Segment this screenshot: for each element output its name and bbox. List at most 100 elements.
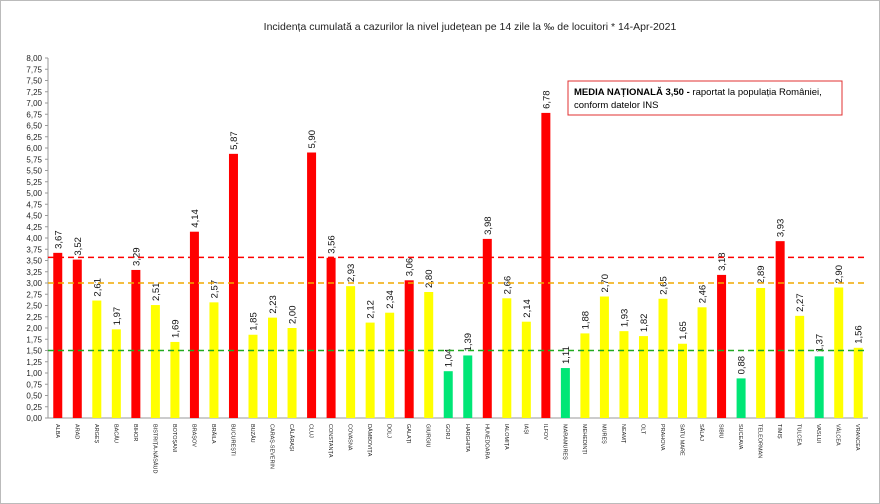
value-label: 1,65	[678, 321, 689, 340]
bar	[209, 302, 219, 418]
x-tick-label: ARGEȘ	[93, 424, 99, 444]
value-label: 2,46	[698, 285, 709, 304]
bar	[560, 368, 570, 418]
y-tick-label: 4,75	[26, 200, 42, 209]
bar	[599, 296, 609, 418]
x-tick-label: BIHOR	[132, 424, 138, 441]
bar	[795, 315, 805, 418]
bar	[346, 286, 356, 418]
x-tick-label: BRAȘOV	[190, 424, 196, 447]
bar	[189, 231, 199, 418]
x-tick-label: BOTOȘANI	[171, 424, 177, 453]
x-tick-label: MEHEDINȚI	[581, 424, 587, 455]
bar	[814, 356, 824, 418]
value-label: 2,14	[522, 299, 533, 318]
y-tick-label: 5,50	[26, 167, 42, 176]
bar	[228, 153, 238, 418]
bar	[619, 331, 629, 418]
annotation-box	[567, 80, 843, 116]
value-label: 5,90	[307, 130, 318, 149]
value-label: 2,27	[795, 293, 806, 312]
y-tick-label: 2,25	[26, 313, 42, 322]
bar	[92, 300, 102, 418]
bar	[482, 238, 492, 418]
x-tick-label: DOLJ	[386, 424, 392, 438]
bar	[268, 317, 278, 418]
value-label: 1,04	[444, 349, 455, 368]
x-tick-label: BUCUREȘTI	[229, 424, 235, 456]
bar	[150, 305, 160, 418]
value-label: 3,56	[327, 235, 338, 254]
value-label: 6,78	[541, 90, 552, 109]
x-tick-label: SIBIU	[718, 424, 724, 438]
y-tick-label: 3,00	[26, 279, 42, 288]
bar	[326, 257, 336, 418]
value-label: 2,57	[209, 280, 220, 299]
x-tick-label: GIURGIU	[425, 424, 431, 448]
y-tick-label: 1,00	[26, 369, 42, 378]
value-label: 1,39	[463, 333, 474, 352]
chart-title: Incidența cumulată a cazurilor la nivel …	[264, 21, 677, 33]
x-tick-label: TIMIȘ	[776, 424, 782, 439]
value-label: 3,06	[405, 258, 416, 277]
value-label: 3,18	[717, 252, 728, 271]
value-label: 1,69	[170, 319, 181, 338]
value-label: 1,11	[561, 346, 572, 364]
x-tick-label: CONSTANȚA	[327, 424, 333, 458]
value-label: 2,70	[600, 274, 611, 293]
bar	[248, 334, 258, 418]
y-tick-label: 3,25	[26, 268, 42, 277]
x-tick-label: NEAMȚ	[620, 424, 626, 444]
value-label: 1,37	[815, 334, 826, 353]
y-tick-label: 7,00	[26, 99, 42, 108]
bar	[638, 336, 648, 418]
bar	[287, 328, 297, 418]
y-tick-label: 7,50	[26, 77, 42, 86]
value-label: 1,85	[249, 312, 260, 331]
value-label: 2,93	[346, 264, 357, 283]
bar	[307, 152, 317, 418]
x-tick-label: IAȘI	[522, 424, 528, 435]
x-tick-label: CLUJ	[308, 424, 314, 438]
y-tick-label: 1,75	[26, 335, 42, 344]
value-label: 2,65	[659, 276, 670, 295]
bar	[111, 329, 121, 418]
y-tick-label: 3,75	[26, 245, 42, 254]
x-tick-label: HARGHITA	[464, 424, 470, 452]
bar	[658, 298, 668, 418]
y-tick-label: 0,50	[26, 392, 42, 401]
x-tick-label: GALAȚI	[405, 424, 411, 444]
value-label: 1,93	[619, 309, 630, 328]
y-tick-label: 5,25	[26, 178, 42, 187]
y-tick-label: 2,50	[26, 302, 42, 311]
value-label: 2,80	[424, 270, 435, 289]
y-tick-label: 6,25	[26, 133, 42, 142]
y-tick-label: 6,75	[26, 110, 42, 119]
y-tick-label: 6,00	[26, 144, 42, 153]
bar	[443, 371, 453, 418]
x-tick-label: OLT	[639, 424, 645, 435]
y-tick-label: 5,00	[26, 189, 42, 198]
x-tick-label: BUZĂU	[249, 424, 256, 443]
bar	[170, 341, 180, 418]
bar	[580, 333, 590, 418]
x-tick-label: MUREȘ	[600, 424, 606, 444]
x-tick-label: IALOMIȚA	[503, 424, 509, 450]
value-label: 3,29	[131, 247, 142, 266]
y-tick-label: 4,50	[26, 212, 42, 221]
annotation-text: raportat la populația României,	[692, 87, 821, 98]
x-tick-label: BISTRIȚA-NĂSĂUD	[151, 424, 158, 474]
bar	[72, 259, 82, 418]
value-label: 2,90	[834, 265, 845, 284]
y-tick-label: 2,75	[26, 290, 42, 299]
x-tick-label: HUNEDOARA	[483, 424, 489, 459]
x-tick-label: GORJ	[444, 424, 450, 440]
bar	[365, 322, 375, 418]
x-tick-label: CĂLĂRAȘI	[288, 424, 295, 452]
y-tick-label: 0,25	[26, 403, 42, 412]
x-tick-label: SATU MARE	[679, 424, 685, 456]
bar	[385, 312, 395, 418]
y-tick-label: 7,75	[26, 65, 42, 74]
bar	[404, 280, 414, 418]
